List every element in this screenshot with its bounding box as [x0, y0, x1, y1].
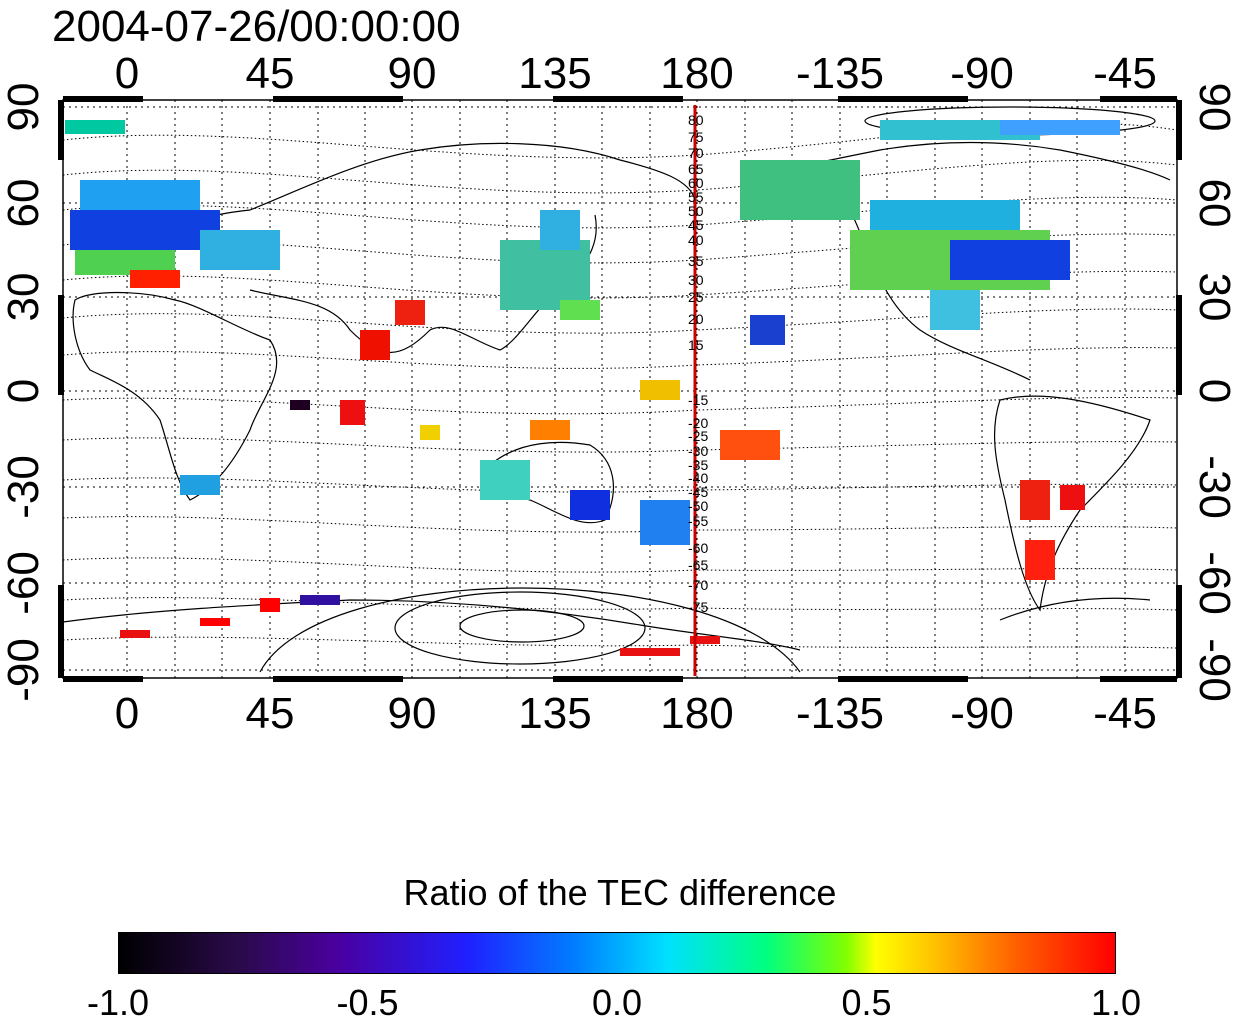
bottom-lon-label: -45: [1093, 689, 1157, 738]
bottom-lon-label: -90: [950, 689, 1014, 738]
tec-data-patches: [65, 120, 1120, 656]
contour-label: 25: [688, 289, 704, 305]
contour-label: -30: [688, 443, 708, 459]
frame-ticks: [58, 96, 1182, 682]
contour-label: 65: [688, 161, 704, 177]
bottom-lon-label: -135: [796, 689, 884, 738]
contour-label: 70: [688, 145, 704, 161]
contour-label: 45: [688, 217, 704, 233]
contour-label: -55: [688, 513, 708, 529]
contour-label: -40: [688, 470, 708, 486]
contour-label: 20: [688, 311, 704, 327]
contour-label: -15: [688, 392, 708, 408]
top-lon-label: -45: [1093, 49, 1157, 98]
contour-label: -45: [688, 484, 708, 500]
colorbar-tick-label: 0.0: [591, 982, 643, 1023]
contour-label: -75: [688, 599, 708, 615]
left-lat-label: -90: [0, 638, 48, 702]
contour-label: -35: [688, 457, 708, 473]
contour-label: 55: [688, 189, 704, 205]
contour-label: 60: [688, 175, 704, 191]
right-lat-label: 90: [1190, 83, 1239, 132]
contour-label: 80: [688, 112, 704, 128]
map-frame: [62, 99, 1178, 679]
colorbar-title: Ratio of the TEC difference: [403, 872, 837, 913]
contour-label: 50: [688, 203, 704, 219]
coast-south-america: [993, 395, 1151, 612]
top-lon-label: -90: [950, 49, 1014, 98]
left-lat-label: -60: [0, 551, 48, 615]
top-lon-label: 90: [388, 49, 437, 98]
colorbar-tick-label: 1.0: [1090, 982, 1142, 1023]
right-lat-label: 60: [1190, 179, 1239, 228]
colorbar-tick-label: -0.5: [336, 982, 399, 1023]
coast-africa: [72, 291, 278, 501]
contour-label: 30: [688, 272, 704, 288]
left-lat-label: 60: [0, 179, 48, 228]
bottom-lon-label: 0: [115, 689, 139, 738]
contour-label: 75: [688, 129, 704, 145]
contour-label: -65: [688, 557, 708, 573]
left-lat-label: 0: [0, 379, 48, 403]
top-lon-label: 0: [115, 49, 139, 98]
tec-map: 8075706560555045403530252015-15-20-25-30…: [0, 49, 1239, 738]
contour-label: -20: [688, 415, 708, 431]
left-lat-label: 90: [0, 83, 48, 132]
colorbar: [118, 932, 1116, 974]
coast-antarctica: [62, 599, 801, 651]
contour-label: -25: [688, 428, 708, 444]
contour-label: -50: [688, 498, 708, 514]
right-lat-label: -90: [1190, 638, 1239, 702]
coastlines: [62, 141, 1171, 651]
contour-label: 15: [688, 337, 704, 353]
bottom-lon-label: 45: [246, 689, 295, 738]
bottom-lon-label: 180: [660, 689, 733, 738]
colorbar-tick-label: -1.0: [86, 982, 150, 1023]
top-lon-label: -135: [796, 49, 884, 98]
left-lat-label: -30: [0, 455, 48, 519]
right-lat-label: 30: [1190, 273, 1239, 322]
right-lat-label: -30: [1190, 455, 1239, 519]
contour-label: 35: [688, 253, 704, 269]
bottom-lon-label: 90: [388, 689, 437, 738]
map-title: 2004-07-26/00:00:00: [52, 2, 461, 51]
contour-label: 40: [688, 232, 704, 248]
colorbar-tick-label: 0.5: [841, 982, 892, 1023]
right-lat-label: 0: [1190, 379, 1239, 403]
left-lat-label: 30: [0, 273, 48, 322]
right-lat-label: -60: [1190, 551, 1239, 615]
contour-label: -70: [688, 577, 708, 593]
coast-antarctica-east: [999, 597, 1151, 621]
top-lon-label: 180: [660, 49, 733, 98]
contour-label: -60: [688, 540, 708, 556]
bottom-lon-label: 135: [518, 689, 591, 738]
top-lon-label: 135: [518, 49, 591, 98]
top-lon-label: 45: [246, 49, 295, 98]
